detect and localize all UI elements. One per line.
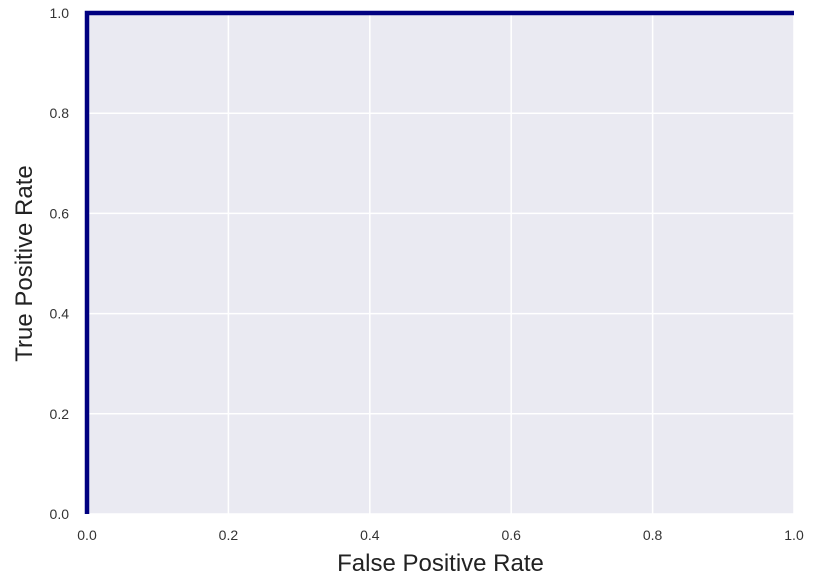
y-axis-label: True Positive Rate (11, 165, 38, 362)
x-axis-label: False Positive Rate (337, 550, 544, 577)
y-axis-ticks: 0.0 0.2 0.4 0.6 0.8 1.0 (50, 5, 70, 522)
plot-area (87, 13, 794, 514)
y-tick-label: 0.6 (50, 205, 70, 221)
x-tick-label: 0.6 (501, 527, 521, 543)
x-tick-label: 0.2 (219, 527, 239, 543)
x-tick-label: 0.4 (360, 527, 380, 543)
x-tick-label: 1.0 (784, 527, 804, 543)
x-tick-label: 0.0 (77, 527, 97, 543)
x-axis-ticks: 0.0 0.2 0.4 0.6 0.8 1.0 (77, 527, 804, 543)
x-tick-label: 0.8 (643, 527, 663, 543)
y-tick-label: 1.0 (50, 5, 70, 21)
y-tick-label: 0.4 (50, 306, 70, 322)
series-layer (84, 10, 794, 514)
y-tick-label: 0.2 (50, 406, 70, 422)
y-tick-label: 0.8 (50, 105, 70, 121)
y-tick-label: 0.0 (50, 506, 70, 522)
